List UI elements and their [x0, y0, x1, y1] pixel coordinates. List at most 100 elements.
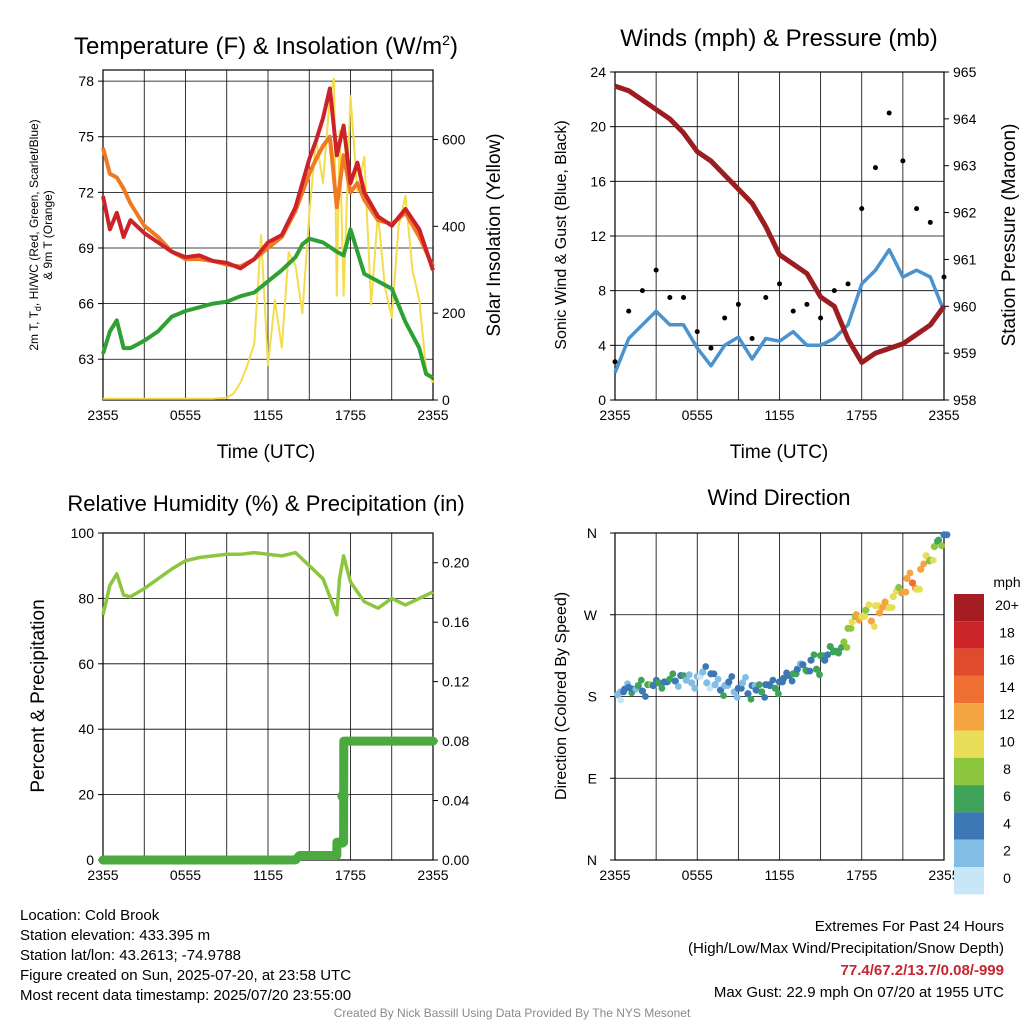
rh-y2-tick-label: 0.20	[442, 555, 469, 571]
direction-y-tick-label: E	[588, 770, 597, 786]
rh-y-tick-label: 20	[78, 787, 94, 803]
direction-point	[840, 638, 848, 646]
direction-point	[733, 694, 741, 701]
direction-y-label: Direction (Colored By Speed)	[553, 592, 570, 800]
direction-chart-title: Wind Direction	[707, 485, 850, 510]
gust-point	[763, 295, 769, 300]
meteogram-figure: Temperature (F) & Insolation (W/m2) Time…	[27, 25, 1021, 895]
colorbar-label: 16	[999, 652, 1015, 668]
direction-point	[843, 644, 851, 651]
direction-point	[699, 668, 707, 676]
temp-y-label: 2m T, Td, HI/WC (Red, Green, Scarlet/Blu…	[27, 119, 43, 350]
wind-y2-tick-label: 961	[953, 251, 977, 267]
colorbar-swatch	[954, 648, 984, 676]
rh-x-tick-label: 0555	[170, 867, 201, 883]
colorbar-swatch	[954, 621, 984, 649]
temp-2m-series-line	[101, 86, 435, 271]
direction-point	[824, 651, 832, 659]
colorbar-label: 6	[1003, 788, 1011, 804]
temp-x-label: Time (UTC)	[217, 442, 316, 463]
direction-point	[688, 679, 696, 687]
temp-y2-tick-label: 0	[442, 392, 450, 408]
direction-point	[774, 690, 782, 698]
direction-point	[649, 682, 657, 690]
colorbar-swatch	[954, 594, 984, 622]
gust-point	[872, 165, 878, 171]
wind-x-tick-label: 2355	[599, 407, 630, 423]
extremes-subtitle: (High/Low/Max Wind/Precipitation/Snow De…	[688, 940, 1004, 957]
temp-y-tick-label: 78	[78, 73, 94, 89]
gust-point	[681, 295, 687, 300]
station-info: Location: Cold Brook Station elevation: …	[20, 906, 351, 1006]
direction-y-tick-label: N	[587, 852, 597, 868]
gust-point	[914, 206, 920, 212]
wind-y2-tick-label: 958	[953, 392, 977, 408]
direction-point	[744, 690, 752, 698]
gust-point	[927, 219, 933, 225]
direction-point	[755, 681, 763, 689]
direction-point	[821, 656, 829, 664]
wind-y2-tick-label: 963	[953, 158, 977, 174]
direction-point	[702, 663, 710, 670]
wind-y-tick-label: 24	[590, 64, 606, 80]
direction-point	[848, 618, 856, 626]
wind-y-tick-label: 4	[598, 337, 606, 353]
wind-y-tick-label: 20	[590, 119, 606, 135]
wind-y2-tick-label: 965	[953, 64, 977, 80]
credit-line: Created By Nick Bassill Using Data Provi…	[333, 1006, 691, 1020]
direction-point	[870, 623, 878, 630]
temp-y-label-line2: & 9m T (Orange)	[41, 190, 55, 280]
direction-point	[758, 688, 766, 696]
direction-point	[929, 556, 937, 564]
direction-point	[881, 598, 889, 606]
direction-x-tick-label: 2355	[928, 867, 959, 883]
direction-point	[682, 676, 690, 684]
direction-point	[908, 579, 917, 587]
direction-point	[930, 543, 939, 551]
temp-x-tick-label: 2355	[417, 407, 448, 423]
station-elevation: Station elevation: 433.395 m	[20, 927, 211, 944]
direction-point	[714, 675, 722, 683]
gust-point	[941, 274, 947, 280]
gust-point	[831, 288, 837, 294]
gust-point	[722, 315, 728, 321]
colorbar-label: 10	[999, 734, 1015, 750]
colorbar-label: 20+	[995, 597, 1019, 613]
direction-point	[916, 585, 923, 593]
humidity-series-line	[101, 550, 434, 617]
temp-x-tick-label: 1755	[335, 407, 366, 423]
wind-x-tick-label: 2355	[928, 407, 959, 423]
direction-point	[752, 686, 760, 694]
rh-y2-tick-label: 0.16	[442, 614, 469, 630]
colorbar-swatch	[954, 675, 984, 704]
extremes-title: Extremes For Past 24 Hours	[814, 918, 1004, 935]
direction-x-tick-label: 2355	[599, 867, 630, 883]
direction-point	[934, 536, 943, 544]
gust-point	[790, 308, 796, 314]
direction-point	[691, 684, 699, 692]
direction-point	[834, 649, 843, 657]
gust-point	[612, 359, 618, 365]
direction-point	[862, 606, 870, 614]
direction-point	[674, 683, 682, 690]
temp-y-tick-label: 69	[78, 240, 94, 256]
rh-y-tick-label: 0	[86, 852, 94, 868]
direction-point	[799, 661, 807, 669]
colorbar-label: 4	[1003, 815, 1011, 831]
direction-point	[742, 674, 749, 681]
direction-point	[861, 613, 869, 620]
rh-y2-tick-label: 0.12	[442, 674, 469, 690]
precipitation-series-line	[98, 736, 438, 865]
wind-x-tick-label: 0555	[682, 407, 713, 423]
temp-y2-tick-label: 400	[442, 218, 466, 234]
direction-point	[906, 569, 914, 577]
direction-point	[655, 679, 663, 687]
gust-point	[859, 206, 865, 212]
direction-point	[867, 617, 875, 625]
direction-point	[737, 684, 745, 692]
direction-point	[638, 687, 647, 695]
direction-point	[710, 670, 718, 678]
direction-point	[865, 601, 873, 609]
direction-point	[666, 675, 674, 683]
colorbar-label: 2	[1003, 843, 1011, 859]
